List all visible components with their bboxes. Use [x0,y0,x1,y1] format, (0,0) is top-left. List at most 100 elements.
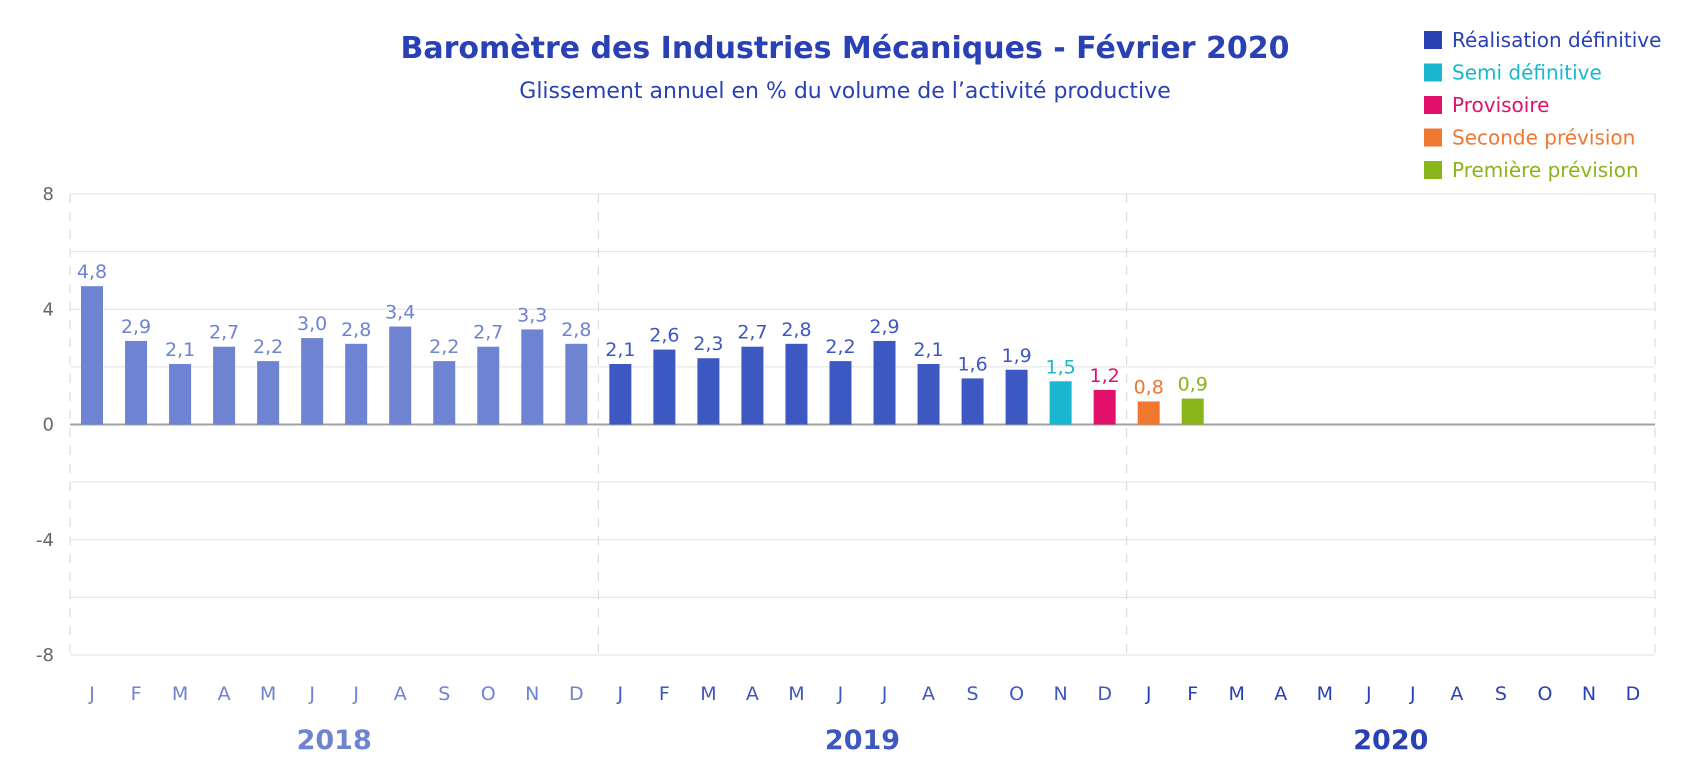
bars [81,286,1204,425]
x-tick-label: M [788,683,804,705]
bar [169,363,192,425]
x-tick-label: J [88,683,95,705]
data-label: 0,8 [1134,376,1164,398]
data-label: 2,8 [781,319,811,341]
bar [829,361,852,425]
chart-title: Baromètre des Industries Mécaniques - Fé… [400,31,1289,66]
x-tick-label: D [1626,683,1641,705]
data-label: 3,3 [517,304,547,326]
bar [873,340,896,425]
gridlines [69,193,1656,656]
legend-label: Première prévision [1452,158,1639,182]
bar [1049,381,1072,425]
data-label: 2,2 [253,336,283,358]
x-tick-label: J [881,683,888,705]
x-tick-label: J [352,683,359,705]
data-label: 2,1 [913,339,943,361]
data-label: 2,9 [869,316,899,338]
legend-label: Provisoire [1452,93,1549,117]
data-label: 2,6 [649,325,679,347]
y-tick-label: 4 [43,299,54,320]
data-label: 2,7 [737,322,767,344]
data-label: 3,0 [297,313,327,335]
y-tick-label: 8 [43,184,54,205]
bar [521,329,544,425]
x-tick-label: F [131,683,142,705]
bar [389,326,412,425]
bar [565,343,588,425]
y-axis: 8 4 0 -4 -8 [36,184,54,666]
data-label: 1,5 [1046,356,1076,378]
y-tick-label: -4 [36,530,54,551]
legend-swatch [1424,96,1442,114]
data-label: 2,7 [473,322,503,344]
x-tick-label: D [1097,683,1112,705]
x-tick-label: A [922,683,935,705]
legend-swatch [1424,63,1442,82]
legend-label: Seconde prévision [1452,126,1635,150]
x-tick-label: M [260,683,276,705]
x-tick-label: M [172,683,188,705]
data-label: 1,2 [1090,365,1120,387]
data-label: 3,4 [385,302,415,324]
x-tick-label: N [1582,683,1596,705]
bar [697,358,720,425]
x-tick-label: S [967,683,979,705]
x-tick-label: A [746,683,759,705]
year-label: 2020 [1353,725,1428,756]
legend-swatch [1424,161,1442,179]
bar [345,343,368,425]
x-tick-label: S [438,683,450,705]
x-tick-label: J [1409,683,1416,705]
data-label: 2,7 [209,322,239,344]
y-tick-label: -8 [36,645,54,666]
x-tick-label: A [1274,683,1287,705]
bar [1181,398,1204,425]
data-label: 2,2 [825,336,855,358]
x-tick-label: J [1365,683,1372,705]
year-label: 2018 [297,725,372,756]
x-tick-label: F [659,683,670,705]
legend-label: Semi définitive [1452,61,1602,85]
bar [1093,389,1116,425]
bar [125,340,148,425]
x-tick-label: F [1187,683,1198,705]
data-label: 2,2 [429,336,459,358]
x-tick-label: S [1495,683,1507,705]
x-tick-label: J [1145,683,1152,705]
x-tick-label: O [481,683,496,705]
x-tick-label: A [218,683,231,705]
data-label: 1,9 [1001,345,1031,367]
bar [917,363,940,425]
x-tick-label: O [1009,683,1024,705]
x-axis: J F M A M J J A S O N D J F M A M J J A S O N D J F M A M J J A S O N D 2018… [88,683,1640,756]
bar [741,346,764,425]
bar [301,338,324,425]
x-tick-label: A [394,683,407,705]
data-label: 2,3 [693,333,723,355]
x-tick-label: M [700,683,716,705]
bar [1137,401,1160,425]
data-label: 0,9 [1178,374,1208,396]
data-label: 1,6 [957,353,987,375]
data-label: 2,8 [341,319,371,341]
data-labels: 4,8 2,9 2,1 2,7 2,2 3,0 2,8 3,4 2,2 2,7 3,3 2,8 2,1 2… [77,261,1208,398]
bar [433,361,456,425]
x-tick-label: J [308,683,315,705]
x-tick-label: J [617,683,624,705]
bar [609,363,632,425]
data-label: 4,8 [77,261,107,283]
year-label: 2019 [825,725,900,756]
data-label: 2,1 [165,339,195,361]
bar [785,343,808,425]
legend-swatch [1424,31,1442,49]
data-label: 2,1 [605,339,635,361]
x-tick-label: N [1054,683,1068,705]
x-tick-label: M [1317,683,1333,705]
data-label: 2,8 [561,319,591,341]
x-tick-label: N [525,683,539,705]
bar [213,346,236,425]
bar [257,361,280,425]
bar [477,346,500,425]
